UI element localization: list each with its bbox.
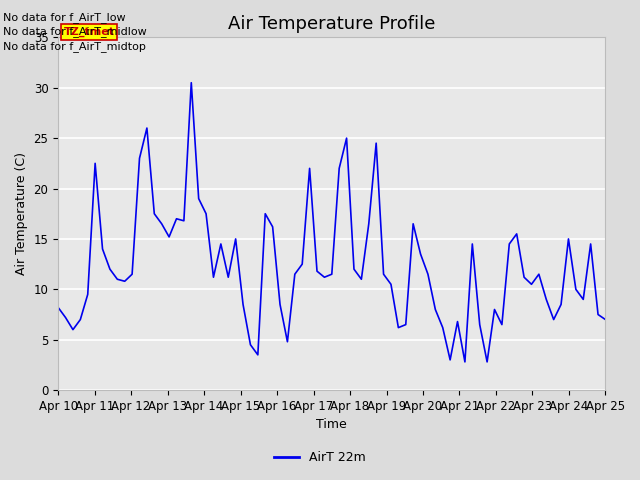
Legend: AirT 22m: AirT 22m (269, 446, 371, 469)
Text: No data for f_AirT_midtop: No data for f_AirT_midtop (3, 41, 146, 52)
X-axis label: Time: Time (316, 419, 347, 432)
Text: No data for f_AirT_midlow: No data for f_AirT_midlow (3, 26, 147, 37)
Text: No data for f_AirT_low: No data for f_AirT_low (3, 12, 126, 23)
Text: TZ_tmet: TZ_tmet (63, 27, 115, 37)
Y-axis label: Air Temperature (C): Air Temperature (C) (15, 152, 28, 275)
Title: Air Temperature Profile: Air Temperature Profile (228, 15, 435, 33)
